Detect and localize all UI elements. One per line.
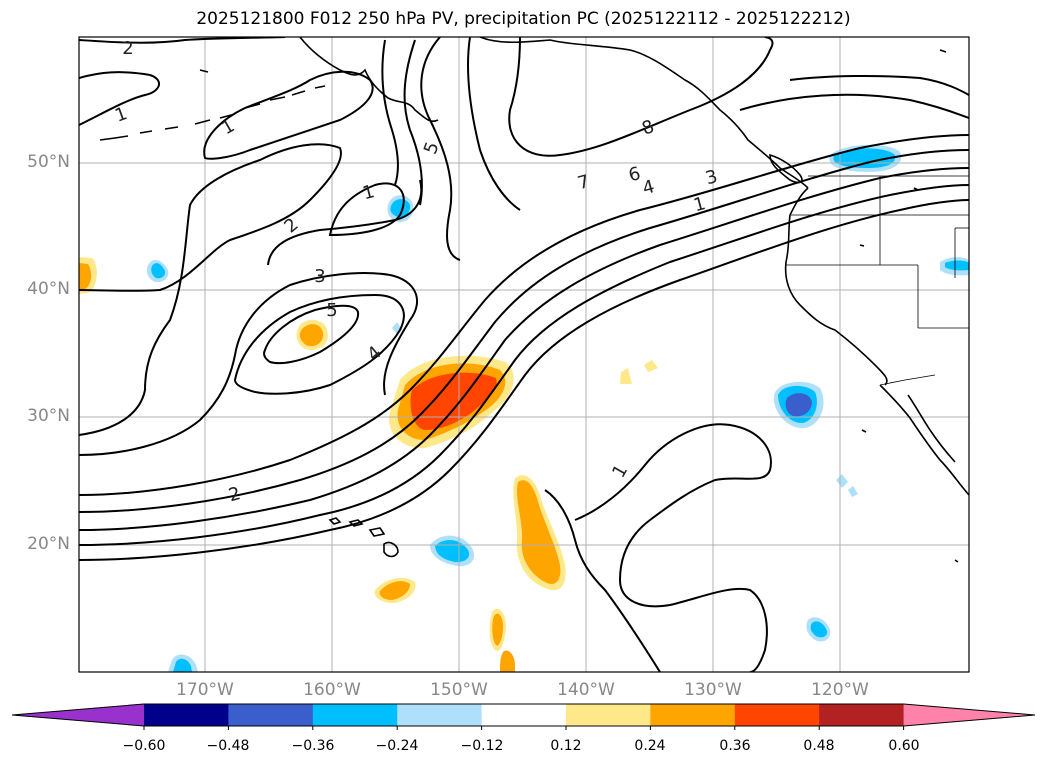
- colorbar-segment: [819, 704, 905, 726]
- colorbar-tick: −0.48: [206, 738, 250, 754]
- contour-label: 1: [218, 115, 238, 139]
- colorbar-tick: 0.24: [634, 738, 666, 754]
- contour-label: 6: [626, 163, 642, 186]
- lat-label: 20°N: [27, 534, 70, 554]
- contour-label: 2: [122, 38, 133, 59]
- colorbar-tick: −0.36: [291, 738, 335, 754]
- map-frame: [78, 36, 970, 673]
- colorbar-tick: −0.60: [122, 738, 166, 754]
- colorbar-tick: −0.24: [375, 738, 419, 754]
- colorbar-extend-max: [903, 704, 1035, 726]
- lon-label: 160°W: [303, 680, 361, 700]
- colorbar-segment: [734, 704, 820, 726]
- contour-label: 4: [640, 176, 656, 199]
- colorbar-segment: [144, 704, 229, 726]
- colorbar-tick: 0.12: [550, 738, 582, 754]
- contour-label: 1: [608, 461, 632, 481]
- graticule: [79, 37, 969, 672]
- colorbar-segment: [481, 704, 567, 726]
- contour-label: 4: [363, 342, 385, 365]
- lat-label: 30°N: [27, 406, 70, 426]
- contour-label: 2: [226, 483, 242, 506]
- figure-title: 2025121800 F012 250 hPa PV, precipitatio…: [196, 9, 851, 29]
- colorbar-segment: [650, 704, 736, 726]
- colorbar-segment: [228, 704, 314, 726]
- contour-label: 5: [326, 300, 337, 321]
- lon-label: 150°W: [430, 680, 488, 700]
- colorbar: [11, 703, 1036, 730]
- lon-label: 140°W: [557, 680, 615, 700]
- pv-contours: [79, 37, 969, 672]
- colorbar-segment: [566, 704, 651, 726]
- colorbar-tick: −0.12: [460, 738, 504, 754]
- lon-label: 170°W: [176, 680, 234, 700]
- lon-label: 120°W: [811, 680, 869, 700]
- contour-label: 1: [360, 181, 376, 204]
- colorbar-tick: 0.48: [803, 738, 835, 754]
- precipitation-shading: [79, 144, 969, 672]
- colorbar-extend-min: [12, 704, 144, 726]
- contour-label: 1: [112, 103, 130, 127]
- contour-label: 8: [639, 116, 657, 140]
- lat-label: 40°N: [27, 279, 70, 299]
- contour-label: 1: [691, 193, 707, 216]
- lon-label: 130°W: [684, 680, 742, 700]
- contour-label: 7: [575, 171, 591, 194]
- colorbar-segment: [312, 704, 398, 726]
- colorbar-segment: [397, 704, 483, 726]
- contour-label: 3: [314, 266, 325, 287]
- lat-label: 50°N: [27, 152, 70, 172]
- colorbar-tick: 0.60: [888, 738, 920, 754]
- colorbar-tick: 0.36: [719, 738, 751, 754]
- political-borders: [786, 175, 969, 386]
- contour-label: 3: [703, 166, 719, 189]
